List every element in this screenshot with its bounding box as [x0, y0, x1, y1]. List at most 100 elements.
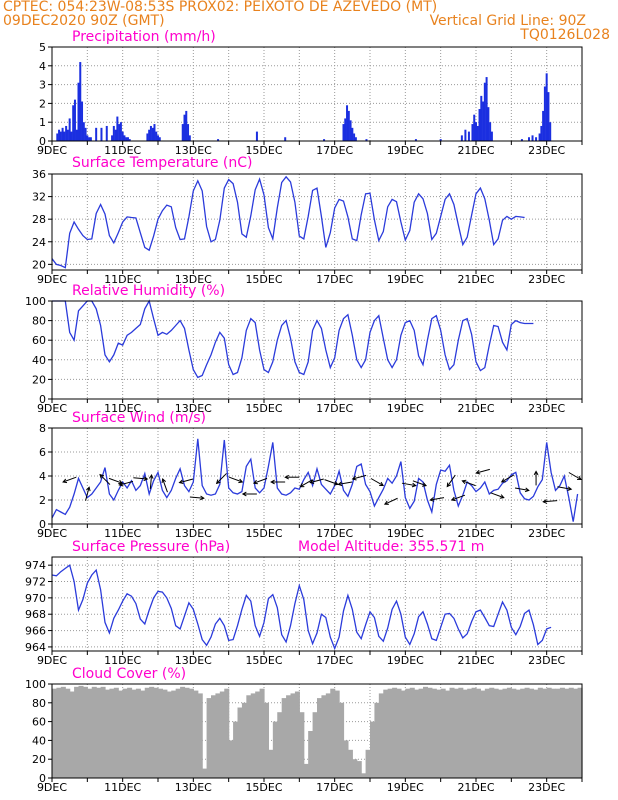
wind-xtick-label: 17DEC: [316, 527, 353, 540]
cloud-bar: [193, 690, 199, 778]
pressure-xtick-label: 21DEC: [457, 654, 494, 667]
precip-bar: [111, 135, 114, 141]
wind-xtick-label: 21DEC: [457, 527, 494, 540]
wind-arrow: [149, 474, 153, 490]
cloud-bar: [524, 687, 530, 778]
header-title: CPTEC: 054:23W-08:53S PROX02: PEIXOTO DE…: [3, 0, 438, 15]
wind-arrow-head: [86, 486, 91, 492]
cloud-bar: [343, 740, 349, 778]
wind-arrow: [430, 497, 445, 501]
precip-bar: [476, 125, 479, 141]
wind-arrow: [352, 474, 367, 480]
precip-bar: [538, 133, 541, 141]
pressure-xtick-label: 17DEC: [316, 654, 353, 667]
wind-series-line: [51, 438, 579, 522]
cloud-bar: [78, 685, 84, 778]
wind-arrow: [216, 473, 227, 484]
cloud-bar: [431, 688, 437, 778]
humidity-ytick-label: 60: [32, 334, 46, 347]
cloud-bar: [476, 688, 482, 778]
temperature-xtick-label: 11DEC: [104, 273, 141, 286]
cloud-bar: [241, 702, 247, 778]
temperature-xtick-label: 17DEC: [316, 273, 353, 286]
cloud-bar: [56, 687, 62, 778]
cloud-bar: [299, 712, 305, 778]
cloud-bar: [281, 698, 287, 778]
cloud-bar: [308, 731, 314, 778]
cloud-bar: [294, 691, 300, 778]
cloud-bar: [215, 693, 221, 778]
cloud-bar: [206, 698, 212, 778]
wind-ytick-label: 0: [39, 518, 46, 531]
cloud-bar: [321, 695, 327, 778]
cloud-title: Cloud Cover (%): [72, 666, 187, 682]
cloud-bar: [559, 687, 565, 778]
wind-arrow-head: [337, 481, 343, 487]
pressure-ytick-label: 964: [25, 641, 46, 654]
wind-arrow: [514, 487, 529, 491]
wind-ytick-label: 8: [39, 422, 46, 435]
precip-bar: [118, 124, 121, 141]
precip-bar: [217, 139, 220, 141]
precip-bar: [63, 131, 66, 141]
wind-arrow: [401, 482, 416, 487]
wind-arrow: [228, 476, 243, 483]
temperature-xtick-label: 13DEC: [175, 273, 212, 286]
precip-bar: [121, 131, 124, 141]
precip-bar: [58, 129, 61, 141]
cloud-xtick-label: 23DEC: [528, 781, 565, 794]
cloud-bar: [529, 688, 535, 778]
precip-bar: [79, 62, 82, 141]
precip-bar: [158, 137, 161, 141]
precip-bar: [520, 139, 523, 141]
cloud-bar: [537, 687, 543, 778]
cloud-bar: [303, 763, 309, 778]
precip-xtick-label: 11DEC: [104, 144, 141, 157]
temperature-xtick-label: 23DEC: [528, 273, 565, 286]
precip-bar: [490, 131, 493, 141]
precip-frame: [51, 46, 583, 142]
wind-arrow-head: [252, 479, 258, 485]
cloud-bar: [405, 688, 411, 778]
precip-bar: [82, 122, 85, 141]
humidity-xtick-label: 19DEC: [387, 402, 424, 415]
wind-arrow: [451, 494, 466, 501]
precip-bar: [460, 135, 463, 141]
wind-arrow: [543, 500, 558, 503]
humidity-title: Relative Humidity (%): [72, 283, 226, 299]
precip-bar: [187, 124, 190, 141]
temperature-frame: [51, 173, 583, 271]
temperature-ytick-label: 36: [32, 168, 46, 181]
humidity-xtick-label: 9DEC: [37, 402, 67, 415]
precip-ytick-label: 4: [39, 60, 46, 73]
cloud-bar: [246, 695, 252, 778]
temperature-series-line: [51, 175, 525, 269]
cloud-bar: [471, 687, 477, 778]
cloud-bar: [202, 768, 208, 778]
wind-arrow-head: [542, 499, 548, 504]
precip-bar: [255, 131, 258, 141]
precip-bar: [482, 101, 485, 141]
cloud-bar: [188, 688, 194, 778]
cloud-bar: [82, 686, 88, 778]
cloud-bar: [237, 707, 243, 778]
wind-xtick-label: 13DEC: [175, 527, 212, 540]
wind-arrow-head: [284, 474, 290, 480]
cloud-bar: [109, 688, 115, 778]
wind-arrow-head: [148, 473, 154, 479]
cloud-bar: [52, 688, 58, 778]
cloud-bar: [290, 693, 296, 778]
cloud-bar: [272, 721, 278, 778]
precip-ytick-label: 5: [39, 41, 46, 54]
humidity-xtick-label: 23DEC: [528, 402, 565, 415]
precip-bar: [148, 129, 151, 141]
cloud-bar: [339, 702, 345, 778]
precip-bar: [125, 137, 128, 141]
cloud-bar: [105, 689, 111, 778]
cloud-bar: [264, 702, 270, 778]
cloud-bar: [392, 687, 398, 778]
precip-bar: [88, 137, 91, 141]
cloud-bar: [277, 712, 283, 778]
precip-bar: [478, 109, 481, 141]
